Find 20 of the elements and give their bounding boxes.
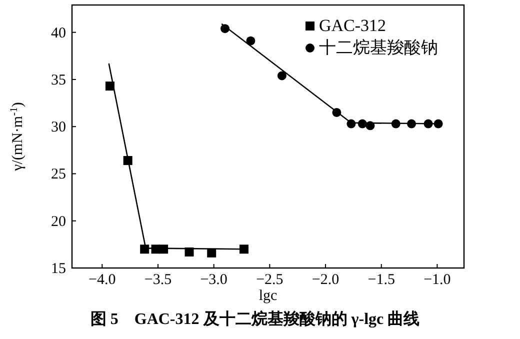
x-axis-title: lgc [258, 288, 278, 304]
legend-label: 十二烷基羧酸钠 [319, 38, 438, 57]
y-tick-label: 25 [51, 166, 66, 183]
x-tick-label: −2.5 [256, 272, 284, 288]
x-tick-label: −2.0 [312, 272, 340, 288]
y-tick-label: 35 [51, 72, 66, 88]
x-tick-label: −1.5 [368, 272, 395, 288]
y-tick-label: 40 [51, 25, 66, 42]
x-tick-label: −3.5 [144, 272, 172, 288]
y-tick-label: 30 [51, 120, 66, 136]
x-tick-label: −1.0 [424, 272, 451, 288]
y-tick-label: 20 [51, 214, 66, 230]
y-tick-label: 15 [51, 261, 66, 277]
point [246, 36, 256, 46]
x-tick-label: −3.0 [200, 272, 228, 288]
caption: 图 5 GAC-312 及十二烷基羧酸钠的 γ-lgc 曲线 [90, 310, 420, 328]
point [277, 71, 286, 80]
x-tick-label: −4.0 [88, 272, 116, 288]
legend-label: GAC-312 [319, 16, 386, 35]
point [239, 244, 248, 254]
